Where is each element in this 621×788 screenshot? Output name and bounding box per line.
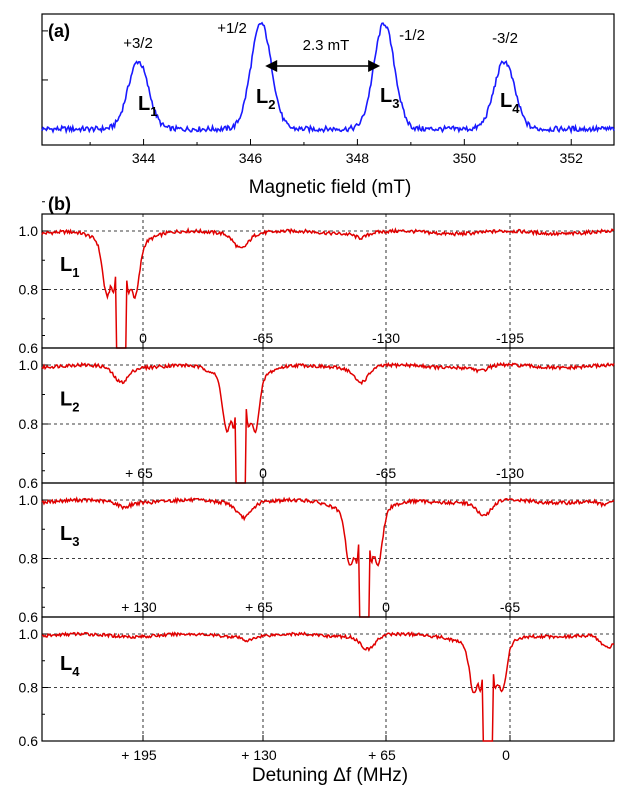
- panel-b-frame: [41, 213, 615, 349]
- panel-a-label: (a): [48, 21, 70, 41]
- panel-b-y-tick-label: 0.8: [19, 282, 39, 298]
- panel-b-x-tick-label: 0: [502, 747, 510, 763]
- peak-label-L3-subscript: 3: [392, 96, 399, 111]
- panel-b-x-axis-label: Detuning Δf (MHz): [252, 765, 408, 786]
- transition-label: -1/2: [399, 27, 425, 44]
- peak-label-L4-letter: L: [500, 90, 512, 112]
- panel-label-L2-letter: L: [60, 388, 72, 410]
- panel-b-frame: [41, 347, 615, 484]
- panel-b-y-tick-label: 0.6: [19, 340, 39, 356]
- panel-b-y-tick-label: 1.0: [19, 626, 39, 642]
- peak-label-L3-letter: L: [380, 85, 392, 107]
- panel-b-x-tick-label: + 130: [241, 747, 277, 763]
- panel-b-y-tick-label: 0.8: [19, 416, 39, 432]
- panel-label-L3: L3: [60, 523, 79, 549]
- panel-b-y-tick-label: 1.0: [19, 223, 39, 239]
- detuning-offset-label: 0: [382, 599, 390, 615]
- panel-b-label: (b): [48, 194, 71, 214]
- peak-label-L1: L1: [138, 93, 157, 119]
- panel-b-frame: [41, 482, 615, 618]
- panel-a-x-axis-label: Magnetic field (mT): [249, 177, 412, 198]
- panel-label-L1-letter: L: [60, 254, 72, 276]
- hole-burning-spectrum-line: [41, 631, 615, 742]
- panel-label-L3-letter: L: [60, 523, 72, 545]
- transition-label: +1/2: [217, 20, 247, 37]
- detuning-offset-label: 0: [139, 330, 147, 346]
- peak-label-L4-subscript: 4: [512, 101, 520, 116]
- detuning-offset-label: -130: [496, 465, 524, 481]
- panel-b-y-tick-label: 0.6: [19, 609, 39, 625]
- panel-label-L1-subscript: 1: [72, 265, 79, 280]
- panel-label-L4: L4: [60, 653, 80, 679]
- splitting-label: 2.3 mT: [303, 37, 350, 54]
- transition-label: -3/2: [492, 30, 518, 47]
- detuning-offset-label: + 65: [245, 599, 273, 615]
- panel-b-y-tick-label: 0.6: [19, 475, 39, 491]
- panel-label-L4-subscript: 4: [72, 664, 80, 679]
- panel-b-y-tick-label: 0.8: [19, 551, 39, 567]
- panel-label-L3-subscript: 3: [72, 534, 79, 549]
- detuning-offset-label: 0: [259, 465, 267, 481]
- detuning-offset-label: -65: [376, 465, 396, 481]
- panel-b-y-tick-label: 1.0: [19, 492, 39, 508]
- peak-label-L1-subscript: 1: [150, 104, 157, 119]
- detuning-offset-label: -65: [500, 599, 520, 615]
- panel-label-L2: L2: [60, 388, 79, 414]
- detuning-offset-label: -65: [253, 330, 273, 346]
- panel-a-x-tick-label: 352: [560, 150, 584, 166]
- hole-burning-spectrum-line: [41, 227, 615, 349]
- panel-a-x-tick-label: 348: [346, 150, 370, 166]
- panel-a-x-tick-label: 350: [453, 150, 477, 166]
- panel-b-y-tick-label: 0.6: [19, 733, 39, 749]
- hole-burning-spectrum-line: [41, 496, 615, 618]
- panel-b-x-tick-label: + 195: [121, 747, 157, 763]
- peak-label-L1-letter: L: [138, 93, 150, 115]
- panel-a-x-tick-label: 344: [132, 150, 156, 166]
- detuning-offset-label: -195: [496, 330, 524, 346]
- panel-b-y-tick-label: 0.8: [19, 680, 39, 696]
- panel-label-L4-letter: L: [60, 653, 72, 675]
- peak-label-L2-subscript: 2: [268, 97, 275, 112]
- peak-label-L2-letter: L: [256, 86, 268, 108]
- panel-label-L2-subscript: 2: [72, 399, 79, 414]
- panel-label-L1: L1: [60, 254, 79, 280]
- detuning-offset-label: + 65: [125, 465, 153, 481]
- panel-b-y-tick-label: 1.0: [19, 357, 39, 373]
- detuning-offset-label: -130: [372, 330, 400, 346]
- hole-burning-spectrum-line: [41, 361, 615, 484]
- splitting-arrow-right-head: [368, 60, 381, 72]
- detuning-offset-label: + 130: [121, 599, 157, 615]
- transition-label: +3/2: [123, 35, 153, 52]
- panel-b-frame: [41, 616, 615, 742]
- panel-a-frame: [41, 13, 615, 146]
- peak-label-L4: L4: [500, 90, 520, 116]
- epr-spectrum-line: [41, 21, 615, 135]
- panel-b-x-tick-label: + 65: [368, 747, 396, 763]
- panel-a-x-tick-label: 346: [239, 150, 263, 166]
- splitting-arrow-left-head: [265, 60, 278, 72]
- peak-label-L2: L2: [256, 86, 275, 112]
- peak-label-L3: L3: [380, 85, 399, 111]
